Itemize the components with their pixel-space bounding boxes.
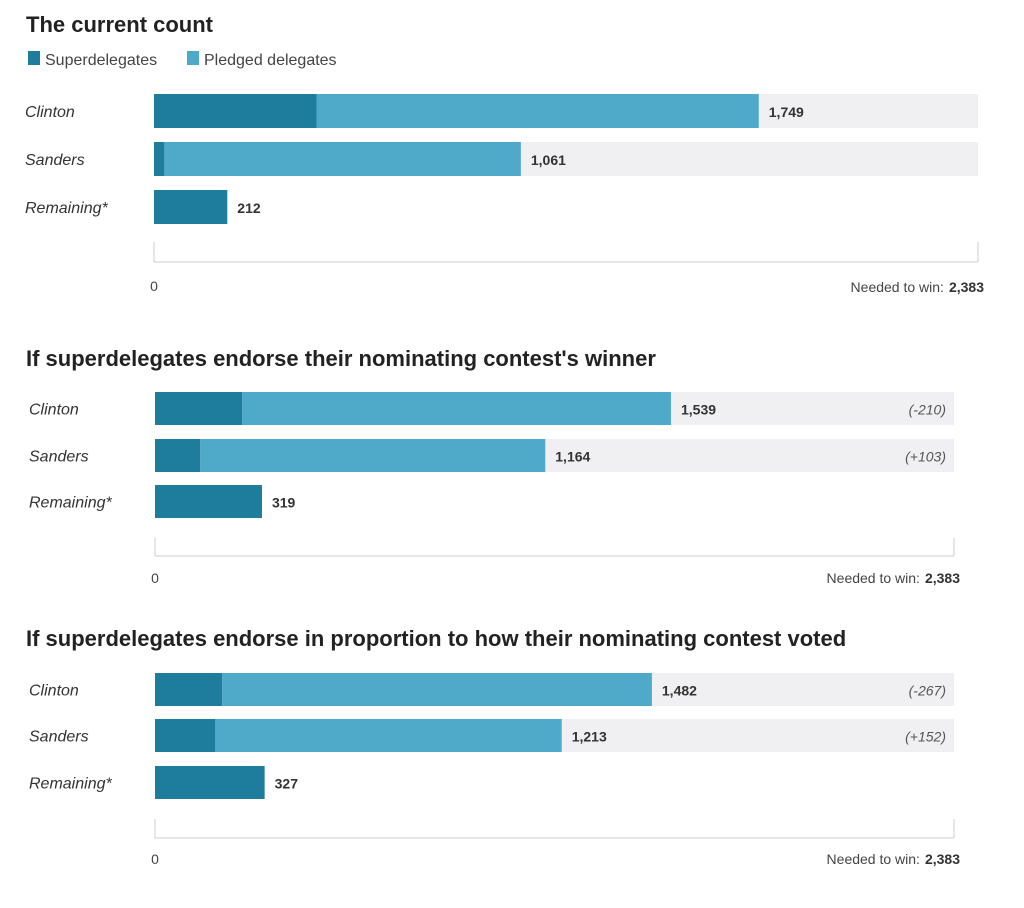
bar-value-label: 1,213 <box>572 729 607 745</box>
bar-delta-label: (+103) <box>905 449 946 465</box>
bar-superdelegates <box>155 673 223 706</box>
needed-to-win-label: Needed to win: 2,383 <box>851 279 985 295</box>
row-label: Remaining* <box>25 200 108 217</box>
axis-zero-label: 0 <box>151 570 159 586</box>
bar-pledged <box>316 94 759 128</box>
bar-delta-label: (+152) <box>905 729 946 745</box>
bar-value-label: 1,482 <box>662 683 697 699</box>
bar-remaining <box>155 485 262 518</box>
needed-to-win-prefix: Needed to win: <box>851 279 944 295</box>
row-label: Sanders <box>29 729 89 746</box>
needed-to-win-value: 2,383 <box>949 279 984 295</box>
bar-superdelegates <box>154 94 317 128</box>
bar-pledged <box>164 142 521 176</box>
bar-value-label: 319 <box>272 495 296 511</box>
chart-panel-3: If superdelegates endorse in proportion … <box>26 626 960 867</box>
bar-pledged <box>242 392 672 425</box>
chart-title: If superdelegates endorse in proportion … <box>26 626 846 651</box>
legend-superdelegates-swatch <box>28 51 40 65</box>
chart-title: The current count <box>26 12 214 37</box>
row-label: Sanders <box>25 152 85 169</box>
row-label: Clinton <box>29 683 79 700</box>
bar-value-label: 1,539 <box>681 402 716 418</box>
bar-superdelegates <box>155 719 216 752</box>
chart-title: If superdelegates endorse their nominati… <box>26 346 656 371</box>
bar-pledged <box>200 439 546 472</box>
row-label: Clinton <box>29 402 79 419</box>
chart-panel-1: The current count Clinton 1,749 Sanders 1,06… <box>25 12 984 295</box>
row-label: Remaining* <box>29 776 112 793</box>
row-label: Clinton <box>25 104 75 121</box>
bar-remaining <box>154 190 228 224</box>
bar-delta-label: (-267) <box>909 683 946 699</box>
axis-zero-label: 0 <box>150 278 158 294</box>
needed-to-win-label: Needed to win: 2,383 <box>827 570 961 586</box>
bar-superdelegates <box>154 142 165 176</box>
bar-superdelegates <box>155 392 243 425</box>
bar-delta-label: (-210) <box>909 402 946 418</box>
bar-value-label: 1,164 <box>555 449 590 465</box>
bar-value-label: 327 <box>275 776 299 792</box>
bar-remaining <box>155 766 265 799</box>
row-label: Sanders <box>29 449 89 466</box>
legend-pledged-swatch <box>187 51 199 65</box>
chart-panel-2: If superdelegates endorse their nominati… <box>26 346 960 586</box>
needed-to-win-label: Needed to win: 2,383 <box>827 851 961 867</box>
bar-value-label: 212 <box>237 200 261 216</box>
needed-to-win-value: 2,383 <box>925 570 960 586</box>
needed-to-win-prefix: Needed to win: <box>827 851 920 867</box>
needed-to-win-prefix: Needed to win: <box>827 570 920 586</box>
bar-pledged <box>215 719 562 752</box>
row-label: Remaining* <box>29 495 112 512</box>
legend-superdelegates-label: Superdelegates <box>45 52 157 69</box>
bar-pledged <box>222 673 652 706</box>
bar-value-label: 1,749 <box>769 104 804 120</box>
bar-superdelegates <box>155 439 201 472</box>
needed-to-win-value: 2,383 <box>925 851 960 867</box>
bar-value-label: 1,061 <box>531 152 566 168</box>
legend-pledged-label: Pledged delegates <box>204 52 337 69</box>
axis-zero-label: 0 <box>151 851 159 867</box>
